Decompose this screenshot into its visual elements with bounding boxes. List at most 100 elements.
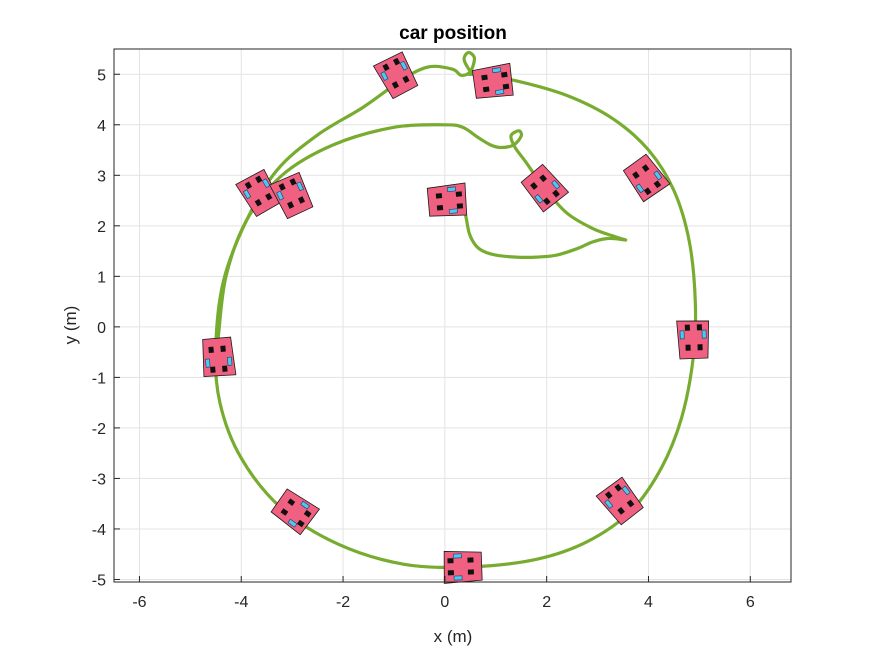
car-window — [492, 67, 502, 74]
car-wheel — [447, 558, 454, 564]
car-wheel — [685, 344, 691, 351]
car-body — [270, 488, 321, 536]
car-wheel — [391, 81, 400, 89]
car-wheel — [467, 557, 474, 563]
car-wheel — [220, 345, 226, 352]
y-tick-label: 1 — [97, 269, 106, 286]
car-wheel — [436, 205, 444, 211]
car-wheel — [208, 346, 214, 354]
car-body — [520, 163, 570, 213]
car-wheel — [482, 86, 490, 93]
car-body — [622, 153, 671, 203]
car-wheel — [539, 174, 548, 183]
car-window — [261, 178, 271, 189]
car-marker-8 — [676, 320, 710, 360]
car-wheel — [697, 344, 703, 351]
y-tick-label: -4 — [92, 522, 106, 539]
x-tick-label: -4 — [234, 594, 248, 611]
car-window — [495, 89, 505, 95]
car-body — [595, 476, 644, 526]
x-tick-label: 2 — [542, 594, 551, 611]
car-marker-5 — [426, 182, 468, 217]
car-wheel — [222, 365, 228, 372]
car-window — [604, 499, 614, 509]
car-marker-2 — [471, 62, 514, 99]
car-window — [296, 181, 304, 192]
car-window — [448, 208, 458, 214]
y-tick-label: 4 — [97, 118, 106, 135]
car-wheel — [278, 183, 286, 191]
grid-lines — [114, 49, 791, 582]
car-wheel — [297, 196, 306, 204]
axes-box — [113, 48, 792, 583]
car-wheel — [481, 74, 488, 81]
car-wheel — [552, 189, 560, 198]
car-wheel — [456, 203, 464, 209]
car-wheel — [254, 198, 263, 207]
car-body — [235, 168, 282, 217]
car-body — [676, 320, 710, 360]
car-marker-4 — [520, 163, 570, 213]
car-window — [242, 189, 252, 200]
x-axis-label: x (m) — [434, 627, 473, 646]
car-wheel — [696, 324, 702, 331]
car-window — [300, 500, 310, 510]
y-tick-label: -2 — [92, 421, 106, 438]
car-window — [452, 553, 462, 559]
car-wheel — [210, 366, 216, 373]
y-tick-label: 5 — [97, 67, 106, 84]
car-wheel — [392, 57, 401, 66]
car-wheel — [632, 171, 640, 180]
car-window — [534, 194, 544, 204]
car-markers — [202, 51, 710, 584]
car-wheel — [643, 187, 652, 196]
car-wheel — [455, 191, 463, 197]
car-window — [399, 60, 408, 71]
car-body — [443, 551, 483, 584]
x-tick-label: 0 — [440, 594, 449, 611]
car-window — [380, 71, 389, 81]
car-wheel — [684, 324, 690, 331]
y-tick-label: 2 — [97, 219, 106, 236]
car-wheel — [530, 182, 538, 190]
car-wheel — [502, 83, 510, 90]
car-wheel — [382, 63, 390, 72]
car-wheel — [604, 491, 613, 500]
car-wheel — [641, 164, 650, 172]
car-marker-3 — [622, 153, 671, 203]
car-window — [287, 518, 298, 528]
trajectory-line-1 — [439, 187, 628, 259]
car-wheel — [287, 201, 295, 209]
car-window — [276, 190, 285, 201]
car-window — [653, 170, 663, 181]
car-marker-10 — [595, 476, 644, 526]
car-body — [269, 171, 314, 220]
car-marker-7 — [269, 171, 314, 220]
car-wheel — [289, 178, 297, 186]
car-marker-9 — [202, 336, 237, 377]
y-axis-label: y (m) — [61, 306, 80, 345]
car-window — [227, 356, 233, 366]
car-wheel — [447, 570, 454, 576]
car-body — [372, 51, 419, 100]
car-window — [679, 330, 685, 340]
y-tick-label: -3 — [92, 471, 106, 488]
x-tick-label: 4 — [644, 594, 653, 611]
car-wheel — [435, 193, 443, 199]
car-wheel — [244, 181, 253, 190]
y-tick-label: 3 — [97, 168, 106, 185]
car-wheel — [467, 569, 474, 575]
car-wheel — [614, 483, 623, 492]
y-tick-label: -5 — [92, 572, 106, 589]
car-wheel — [255, 175, 263, 184]
car-wheel — [542, 197, 551, 206]
x-tick-label: -6 — [132, 594, 146, 611]
car-marker-6 — [235, 168, 282, 217]
car-wheel — [265, 192, 273, 201]
car-window — [551, 179, 561, 190]
car-marker-1 — [372, 51, 419, 100]
car-marker-11 — [270, 488, 321, 536]
car-marker-12 — [443, 551, 483, 584]
car-wheel — [653, 180, 662, 189]
